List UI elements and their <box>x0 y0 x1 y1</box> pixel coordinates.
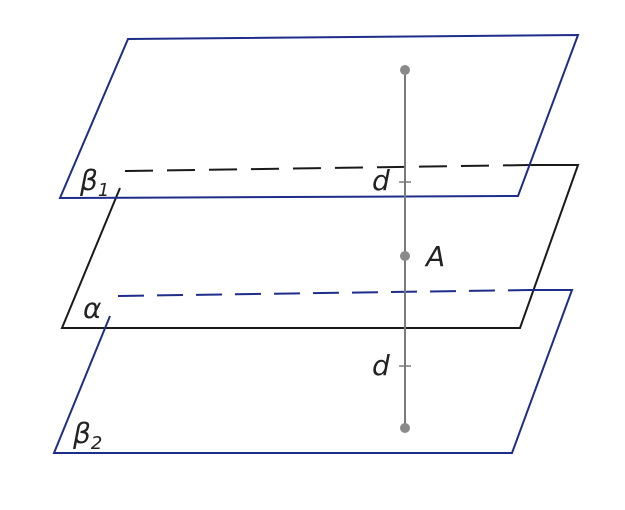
point-bottom-endpoint <box>400 423 410 433</box>
label-distance-lower: d <box>372 349 390 382</box>
point-top-endpoint <box>400 65 410 75</box>
plane-beta2-visible-edge <box>52 289 574 454</box>
label-distance-upper: d <box>372 164 390 197</box>
label-beta2: β2 <box>72 417 102 454</box>
plane-alpha-visible-edge <box>60 164 580 329</box>
label-beta1: β1 <box>79 164 109 201</box>
plane-beta1 <box>58 33 580 200</box>
label-alpha: α <box>83 292 102 325</box>
plane-alpha-hidden-edge <box>124 164 531 172</box>
label-point-a: A <box>424 240 445 273</box>
point-a <box>400 251 410 261</box>
plane-beta2-hidden-edge <box>117 289 531 297</box>
